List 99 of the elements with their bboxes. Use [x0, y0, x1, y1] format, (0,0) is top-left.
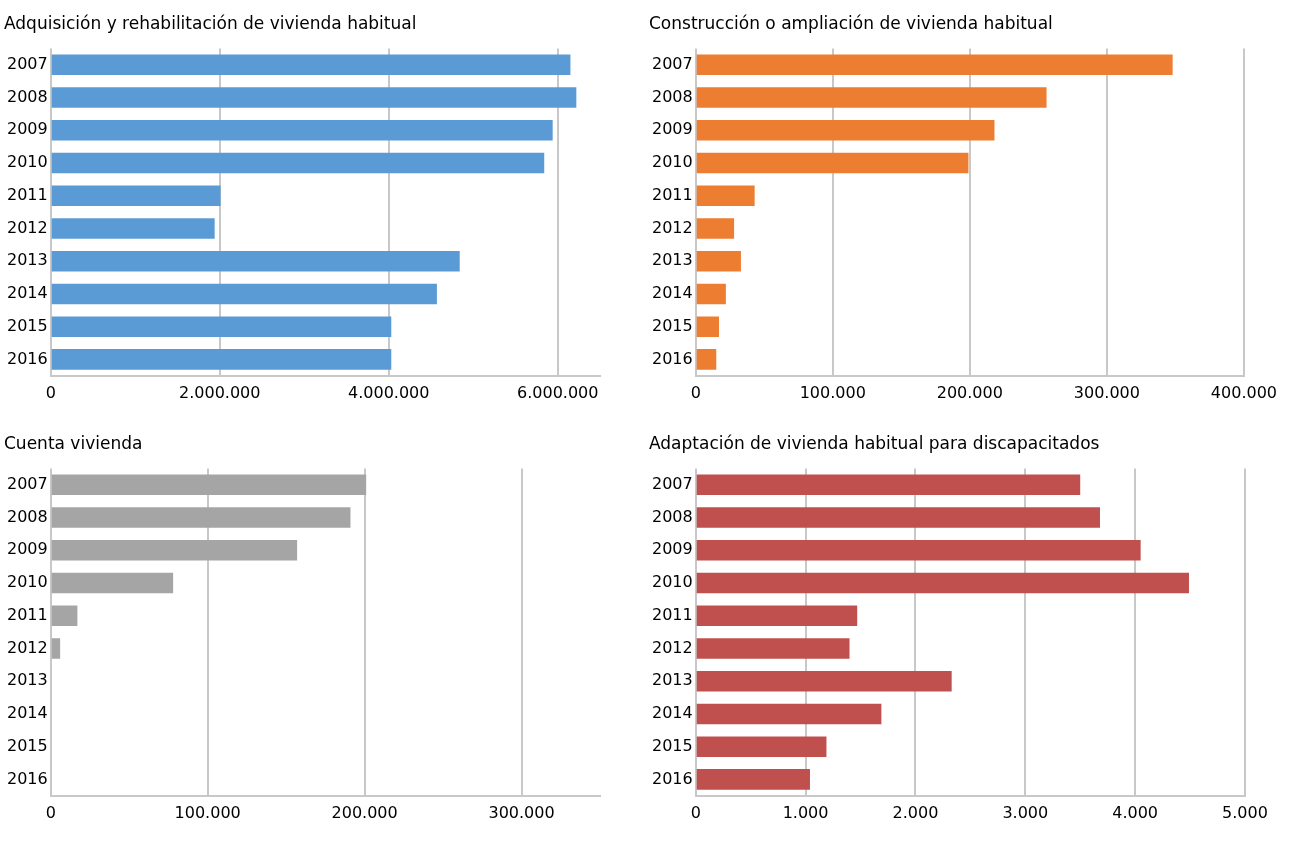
x-tick-label: 200.000: [331, 802, 398, 822]
bar: [51, 605, 78, 627]
y-tick-label: 2016: [7, 768, 48, 788]
x-tick-label: 2.000.000: [179, 382, 261, 402]
bar: [696, 185, 755, 207]
y-tick-label: 2010: [652, 152, 693, 172]
bar: [51, 218, 215, 239]
chart-title: Adquisición y rehabilitación de vivienda habitual: [4, 12, 417, 33]
y-tick-label: 2016: [652, 768, 693, 788]
bar: [696, 670, 952, 692]
y-tick-label: 2007: [7, 53, 48, 73]
bar: [51, 185, 221, 207]
y-tick-label: 2013: [7, 670, 48, 690]
x-tick-label: 100.000: [174, 802, 241, 822]
bar: [51, 474, 367, 496]
bar: [696, 572, 1189, 594]
bar: [51, 539, 298, 561]
y-tick-label: 2009: [7, 119, 48, 139]
bar: [696, 218, 735, 239]
y-tick-label: 2011: [7, 604, 48, 624]
y-tick-label: 2013: [652, 250, 693, 270]
bar: [696, 283, 726, 305]
x-tick-label: 200.000: [936, 382, 1003, 402]
y-tick-label: 2009: [7, 539, 48, 559]
y-tick-label: 2010: [7, 152, 48, 172]
y-tick-label: 2013: [652, 670, 693, 690]
bar: [696, 152, 969, 174]
x-tick-label: 0: [690, 802, 701, 822]
chart-title: Construcción o ampliación de vivienda habitual: [649, 12, 1053, 33]
bar: [51, 349, 392, 370]
x-tick-label: 300.000: [488, 802, 555, 822]
bar: [51, 250, 460, 272]
bar: [696, 769, 810, 790]
y-tick-label: 2016: [7, 348, 48, 368]
y-tick-label: 2012: [652, 637, 693, 657]
y-tick-label: 2007: [7, 473, 48, 493]
bar: [696, 250, 741, 272]
y-tick-label: 2010: [7, 572, 48, 592]
y-tick-label: 2011: [652, 604, 693, 624]
y-tick-label: 2012: [652, 217, 693, 237]
y-tick-label: 2007: [652, 53, 693, 73]
y-tick-label: 2008: [7, 506, 48, 526]
bar: [696, 638, 850, 659]
x-tick-label: 0: [45, 382, 56, 402]
y-tick-label: 2016: [652, 348, 693, 368]
y-tick-label: 2015: [652, 315, 693, 335]
bar: [696, 87, 1047, 108]
bar: [51, 507, 351, 528]
bar: [51, 572, 174, 594]
bar: [696, 605, 858, 627]
y-tick-label: 2015: [652, 735, 693, 755]
x-tick-label: 2.000: [892, 802, 939, 822]
bar: [696, 316, 720, 337]
y-tick-label: 2012: [7, 217, 48, 237]
x-tick-label: 3.000: [1002, 802, 1049, 822]
y-tick-label: 2008: [652, 86, 693, 106]
x-tick-label: 6.000.000: [517, 382, 599, 402]
x-tick-label: 100.000: [799, 382, 866, 402]
chart-title: Cuenta vivienda: [4, 432, 143, 453]
y-tick-label: 2013: [7, 250, 48, 270]
bar: [696, 119, 995, 141]
bar: [51, 316, 392, 337]
y-tick-label: 2010: [652, 572, 693, 592]
x-tick-label: 300.000: [1073, 382, 1140, 402]
bar: [696, 54, 1173, 76]
y-tick-label: 2009: [652, 539, 693, 559]
bar: [51, 87, 577, 108]
x-tick-label: 400.000: [1210, 382, 1277, 402]
y-tick-label: 2011: [652, 184, 693, 204]
x-tick-label: 0: [45, 802, 56, 822]
y-tick-label: 2014: [7, 283, 48, 303]
y-tick-label: 2012: [7, 637, 48, 657]
x-tick-label: 5.000: [1222, 802, 1268, 822]
y-tick-label: 2008: [7, 86, 48, 106]
bar: [51, 119, 553, 141]
y-tick-label: 2014: [652, 703, 693, 723]
x-tick-label: 4.000: [1112, 802, 1159, 822]
y-tick-label: 2009: [652, 119, 693, 139]
y-tick-label: 2014: [652, 283, 693, 303]
y-tick-label: 2014: [7, 703, 48, 723]
bar: [696, 507, 1100, 528]
y-tick-label: 2015: [7, 315, 48, 335]
y-tick-label: 2008: [652, 506, 693, 526]
bar: [696, 703, 882, 725]
x-tick-label: 4.000.000: [348, 382, 430, 402]
x-tick-label: 0: [690, 382, 701, 402]
y-tick-label: 2007: [652, 473, 693, 493]
x-tick-label: 1.000: [782, 802, 829, 822]
bar: [51, 54, 571, 76]
bar: [51, 283, 437, 305]
chart-title: Adaptación de vivienda habitual para discapacitados: [649, 432, 1100, 453]
bar: [696, 539, 1141, 561]
bar: [696, 349, 717, 370]
bar: [696, 736, 827, 757]
y-tick-label: 2015: [7, 735, 48, 755]
bar: [51, 152, 545, 174]
bar: [696, 474, 1081, 496]
bar: [51, 638, 61, 659]
y-tick-label: 2011: [7, 184, 48, 204]
